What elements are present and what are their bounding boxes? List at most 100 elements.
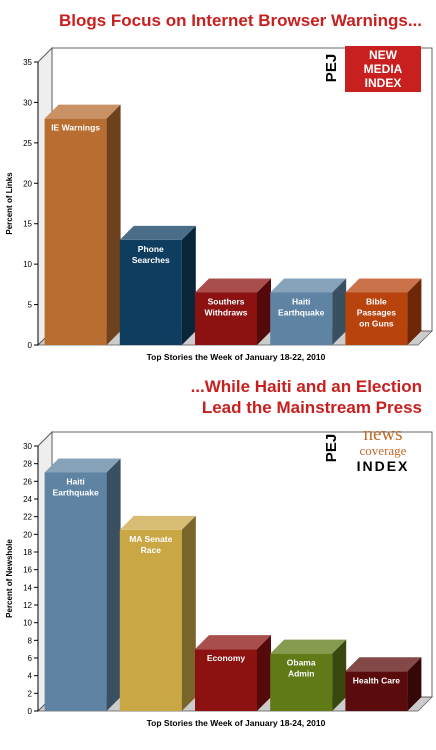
bar-front (345, 671, 408, 711)
chart2-bar-label: Obama (287, 658, 316, 668)
chart2-bar-label: Earthquake (52, 488, 99, 498)
chart1-bar-label: Earthquake (278, 307, 325, 317)
bar-front (270, 653, 333, 711)
chart1-tick-label: 0 (28, 341, 33, 350)
bar-front (195, 649, 257, 711)
chart2-bar-label: Admin (288, 669, 314, 679)
bar-side (181, 225, 196, 345)
chart1-bar-5 (345, 278, 422, 345)
logo-line: NEW (369, 48, 398, 62)
chart2-x-axis-label: Top Stories the Week of January 18-24, 2… (147, 718, 326, 728)
chart2-tick-label: 6 (28, 654, 33, 663)
chart1-tick-label: 30 (23, 98, 32, 107)
chart1-tick-label: 25 (23, 139, 32, 148)
chart2-bar-5 (345, 657, 422, 711)
chart1-bar-label: Southers (208, 296, 245, 306)
chart1-headline-line: Blogs Focus on Internet Browser Warnings… (58, 11, 422, 30)
bar-top (345, 278, 422, 293)
bar-front (44, 472, 107, 711)
chart1-tick-label: 5 (28, 301, 33, 310)
bar-top (44, 104, 121, 119)
chart2-tick-label: 22 (23, 513, 32, 522)
bar-front (270, 292, 333, 345)
chart2-tick-label: 28 (23, 460, 32, 469)
chart1-bar-label: IE Warnings (51, 123, 100, 133)
chart1-bar-2 (119, 225, 196, 345)
logo-box (345, 46, 421, 92)
chart2-tick-label: 20 (23, 530, 32, 539)
chart2-bar-label: Health Care (353, 675, 401, 685)
chart1-tick-label: 15 (23, 220, 32, 229)
chart2-tick-label: 12 (23, 601, 32, 610)
logo-line: news (363, 424, 402, 445)
bar-front (119, 529, 182, 711)
chart1-tick-label: 20 (23, 179, 32, 188)
chart1-bar-label: Passages (357, 307, 396, 317)
bar-top (119, 515, 196, 530)
chart1-headline: Blogs Focus on Internet Browser Warnings… (59, 10, 422, 31)
chart2-bar-1 (44, 458, 121, 711)
logo-side-text: PEJ (323, 54, 340, 82)
chart2-bar-2 (119, 515, 196, 711)
chart1-bar-label: on Guns (359, 318, 394, 328)
chart2-tick-label: 8 (28, 636, 33, 645)
chart1-x-axis-label: Top Stories the Week of January 18-22, 2… (147, 352, 326, 362)
bar-top (119, 225, 196, 240)
chart2-tick-label: 10 (23, 619, 32, 628)
chart1-tick-label: 10 (23, 260, 32, 269)
chart1-bar-label: Bible (366, 296, 387, 306)
chart2-tick-label: 16 (23, 566, 32, 575)
bar-side (407, 657, 422, 711)
chart2-bar-label: MA Senate (129, 534, 172, 544)
chart2-tick-label: 30 (23, 442, 32, 451)
bar-top (270, 278, 347, 293)
chart2-tick-label: 18 (23, 548, 32, 557)
chart2-headline-line-1: ...While Haiti and an Election (190, 377, 422, 396)
bar-side (407, 278, 422, 345)
bar-side (106, 104, 121, 345)
chart2-headline: ...While Haiti and an Election Lead the … (191, 376, 422, 418)
chart1-bar-label: Haiti (292, 296, 310, 306)
logo-side-text: PEJ (323, 434, 340, 462)
bar-side (106, 458, 121, 711)
logo-line: INDEX (365, 76, 402, 90)
bar-side (181, 515, 196, 711)
bar-front (119, 239, 182, 345)
bar-front (345, 292, 408, 345)
chart2-tick-label: 2 (28, 689, 33, 698)
chart2-y-axis-label: Percent of Newshole (5, 539, 14, 618)
chart1-bar-label: Withdraws (205, 307, 248, 317)
chart2-bar-label: Haiti (66, 477, 84, 487)
chart2-bar-label: Race (141, 545, 162, 555)
chart2-tick-label: 0 (28, 707, 33, 716)
chart1-bar-label: Searches (132, 255, 170, 265)
logo-line: MEDIA (364, 62, 403, 76)
bar-side (257, 278, 271, 345)
chart2-headline-line-2: Lead the Mainstream Press (201, 398, 422, 417)
bar-side (257, 635, 271, 711)
chart2-tick-label: 14 (23, 583, 32, 592)
chart2-tick-label: 4 (28, 672, 33, 681)
chart2-bar-4 (270, 639, 347, 711)
newshole-bar-chart: 024681012141618202224262830HaitiEarthqua… (5, 424, 433, 728)
chart1-bar-label: Phone (138, 244, 164, 254)
chart1-bar-3 (195, 278, 271, 345)
bar-top (195, 278, 271, 293)
chart2-bar-label: Economy (207, 653, 246, 663)
logo-line: coverage (360, 443, 407, 458)
chart2-tick-label: 26 (23, 477, 32, 486)
logo-line: INDEX (357, 458, 410, 474)
bar-front (195, 292, 257, 345)
chart2-bar-3 (195, 635, 271, 711)
bar-side (332, 639, 347, 711)
bar-top (44, 458, 121, 473)
chart1-bar-4 (270, 278, 347, 345)
chart1-tick-label: 35 (23, 58, 32, 67)
chart2-tick-label: 24 (23, 495, 32, 504)
chart1-y-axis-label: Percent of Links (5, 172, 14, 235)
bar-front (44, 118, 107, 345)
bar-side (332, 278, 347, 345)
